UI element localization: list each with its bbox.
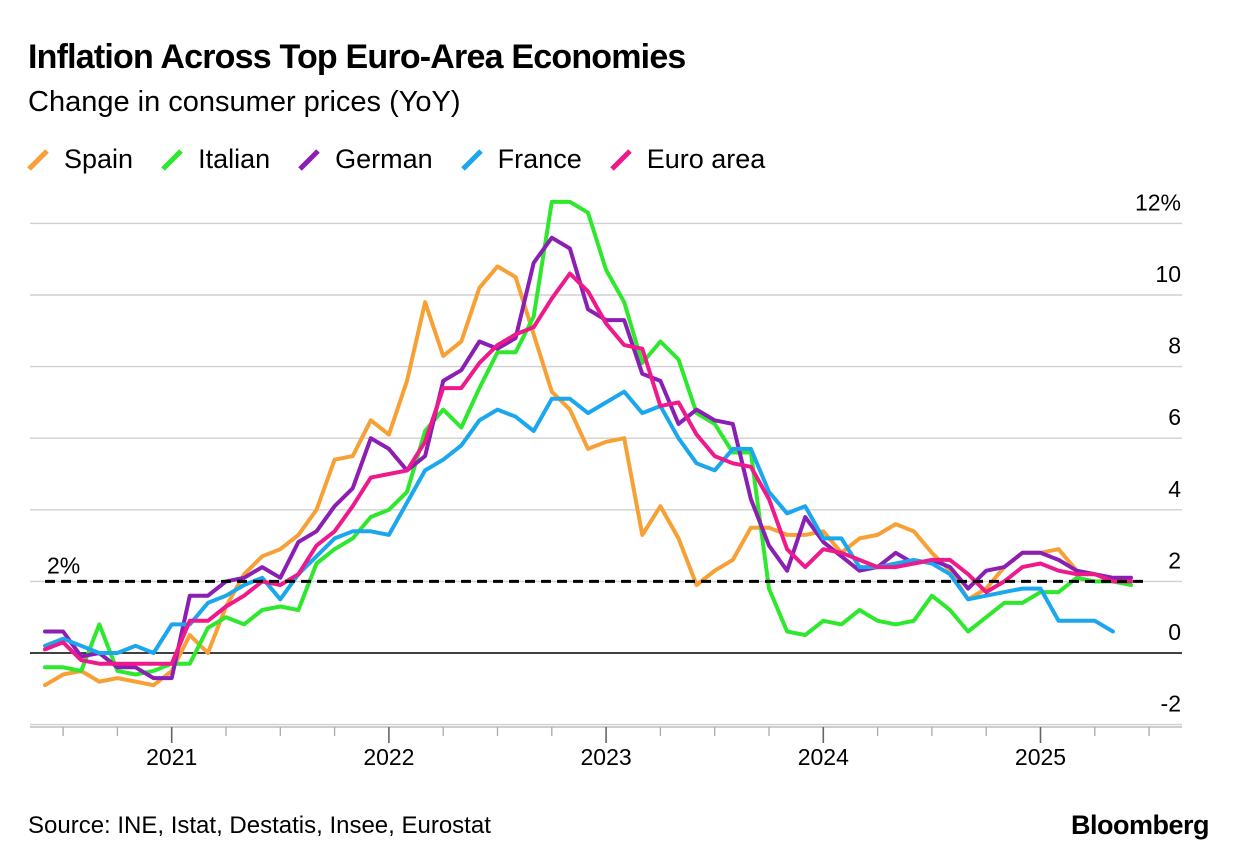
y-tick-label: 2 xyxy=(1168,547,1181,573)
y-tick-label: 0 xyxy=(1168,619,1181,645)
x-tick-label: 2022 xyxy=(363,744,414,770)
chart-subtitle: Change in consumer prices (YoY) xyxy=(28,86,461,118)
reference-line-label: 2% xyxy=(47,552,80,578)
legend-label-france: France xyxy=(497,144,582,174)
legend-label-spain: Spain xyxy=(64,144,134,174)
legend-label-italian: Italian xyxy=(198,144,271,174)
series-line-german xyxy=(43,235,1133,681)
x-tick-label: 2025 xyxy=(1015,744,1066,770)
series-line-italian xyxy=(43,199,1133,677)
legend: Spain Italian German France Euro area xyxy=(26,144,792,175)
legend-item-euro-area: Euro area xyxy=(609,144,766,175)
legend-swatch-france xyxy=(460,148,483,171)
x-tick-label: 2023 xyxy=(581,744,632,770)
legend-label-german: German xyxy=(335,144,433,174)
y-tick-label: 10 xyxy=(1155,261,1181,287)
legend-label-euro-area: Euro area xyxy=(646,144,766,174)
y-tick-label: 12% xyxy=(1135,189,1181,215)
chart-title: Inflation Across Top Euro-Area Economies xyxy=(28,38,686,76)
legend-swatch-euro-area xyxy=(609,148,632,171)
brand-logo: Bloomberg xyxy=(1070,810,1210,840)
legend-item-france: France xyxy=(460,144,582,175)
legend-item-italian: Italian xyxy=(160,144,270,175)
x-tick-label: 2024 xyxy=(798,744,849,770)
series-line-euro-area xyxy=(43,271,1133,666)
legend-swatch-spain xyxy=(27,148,49,171)
y-tick-label: 4 xyxy=(1168,476,1181,502)
y-tick-label: 8 xyxy=(1168,333,1181,359)
legend-item-spain: Spain xyxy=(26,144,133,175)
x-tick-label: 2021 xyxy=(146,744,197,770)
series-line-france xyxy=(43,389,1115,655)
y-tick-label: -2 xyxy=(1161,691,1181,717)
y-tick-label: 6 xyxy=(1168,404,1181,430)
source-note: Source: INE, Istat, Destatis, Insee, Eur… xyxy=(28,812,491,839)
legend-swatch-italian xyxy=(161,148,183,171)
legend-swatch-german xyxy=(298,148,320,171)
legend-item-german: German xyxy=(297,144,433,175)
